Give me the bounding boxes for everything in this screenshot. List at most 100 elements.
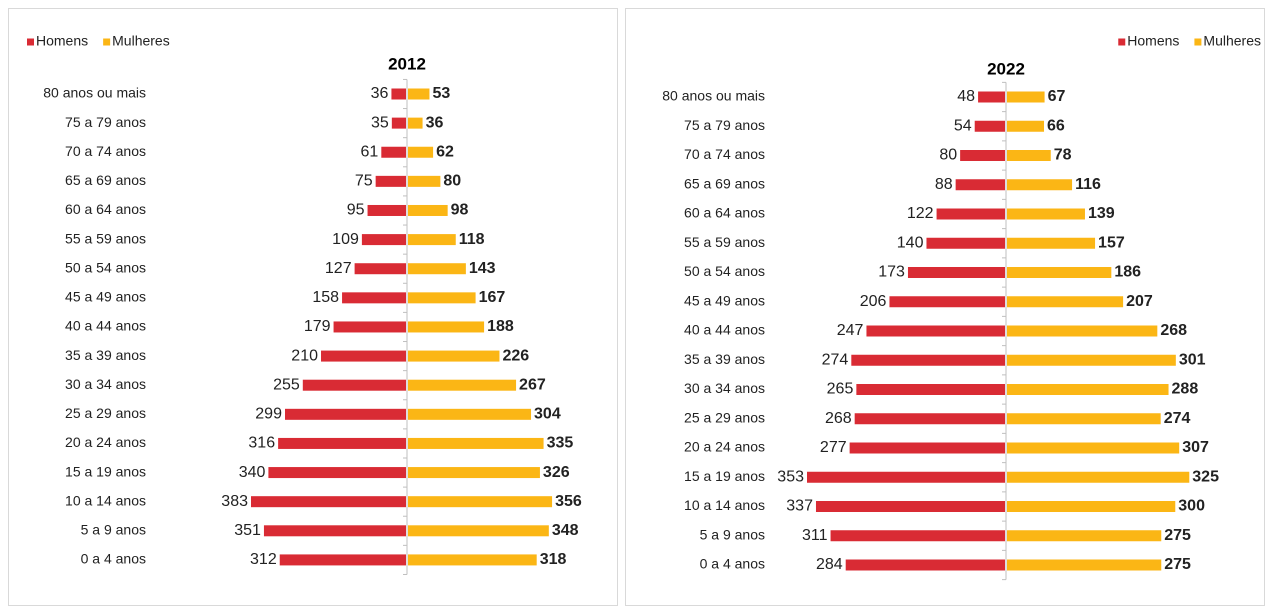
- category-label: 55 a 59 anos: [684, 234, 765, 250]
- bar: [333, 321, 406, 333]
- value-label: 54: [954, 117, 972, 134]
- bar: [408, 437, 544, 449]
- category-label: 60 a 64 anos: [65, 201, 146, 217]
- value-label: 167: [479, 289, 506, 306]
- bar: [408, 496, 553, 508]
- bar: [408, 379, 517, 391]
- bar: [830, 530, 1005, 542]
- legend-marker: [103, 38, 111, 46]
- value-label: 173: [878, 264, 905, 281]
- bar: [321, 350, 406, 362]
- panel: [8, 8, 618, 606]
- category-label: 15 a 19 anos: [684, 468, 765, 484]
- bar: [408, 88, 430, 100]
- value-label: 318: [540, 551, 567, 568]
- bar: [807, 471, 1005, 483]
- legend-marker: [27, 38, 34, 46]
- value-label: 268: [825, 410, 852, 427]
- category-label: 60 a 64 anos: [684, 205, 765, 221]
- bar: [408, 525, 549, 537]
- bar: [856, 384, 1005, 395]
- value-label: 288: [1172, 381, 1199, 398]
- value-label: 206: [860, 293, 887, 310]
- bar: [408, 234, 456, 246]
- value-label: 158: [312, 289, 339, 306]
- value-label: 139: [1088, 205, 1115, 222]
- category-label: 45 a 49 anos: [65, 289, 146, 305]
- value-label: 53: [432, 85, 450, 102]
- category-label: 65 a 69 anos: [65, 172, 146, 188]
- bar: [1007, 179, 1073, 191]
- bar: [936, 208, 1005, 220]
- category-label: 50 a 54 anos: [65, 259, 146, 275]
- bar: [408, 554, 537, 566]
- bar: [278, 437, 406, 449]
- category-label: 80 anos ou mais: [43, 85, 146, 101]
- bar: [408, 467, 540, 479]
- category-label: 30 a 34 anos: [65, 376, 146, 392]
- legend-marker: [1194, 38, 1202, 46]
- category-label: 0 a 4 anos: [700, 556, 765, 572]
- value-label: 61: [361, 143, 379, 160]
- category-label: 80 anos ou mais: [662, 88, 765, 104]
- chart-title: 2022: [987, 59, 1025, 78]
- bar: [408, 292, 476, 304]
- bar: [845, 559, 1005, 571]
- bar: [960, 150, 1005, 161]
- bar: [391, 88, 406, 100]
- value-label: 98: [451, 202, 469, 219]
- value-label: 157: [1098, 234, 1125, 251]
- legend-marker: [1118, 38, 1126, 46]
- value-label: 188: [487, 318, 514, 335]
- bar: [251, 496, 406, 508]
- bar: [955, 179, 1005, 191]
- value-label: 299: [255, 406, 282, 423]
- bar: [907, 267, 1005, 278]
- bar: [284, 408, 406, 420]
- bar: [1007, 267, 1112, 278]
- value-label: 301: [1179, 351, 1206, 368]
- value-label: 274: [822, 351, 849, 368]
- value-label: 67: [1048, 88, 1066, 105]
- bar: [408, 117, 423, 129]
- bar: [1007, 120, 1045, 132]
- value-label: 277: [820, 439, 847, 456]
- category-label: 70 a 74 anos: [684, 146, 765, 162]
- bar: [1007, 208, 1085, 220]
- category-label: 75 a 79 anos: [684, 117, 765, 133]
- bar: [367, 204, 406, 216]
- bar: [1007, 413, 1161, 425]
- value-label: 210: [291, 347, 318, 364]
- value-label: 348: [552, 522, 579, 539]
- value-label: 88: [935, 176, 953, 193]
- category-label: 30 a 34 anos: [684, 380, 765, 396]
- value-label: 284: [816, 556, 843, 573]
- bar: [263, 525, 406, 537]
- category-label: 75 a 79 anos: [65, 114, 146, 130]
- value-label: 356: [555, 493, 582, 510]
- bar: [974, 120, 1005, 132]
- value-label: 62: [436, 143, 454, 160]
- value-label: 226: [502, 347, 529, 364]
- bar: [354, 263, 406, 275]
- category-label: 45 a 49 anos: [684, 292, 765, 308]
- value-label: 179: [304, 318, 331, 335]
- value-label: 255: [273, 376, 300, 393]
- bar: [391, 117, 406, 129]
- bar: [268, 467, 406, 479]
- category-label: 55 a 59 anos: [65, 230, 146, 246]
- value-label: 48: [957, 88, 975, 105]
- value-label: 267: [519, 376, 546, 393]
- value-label: 312: [250, 551, 277, 568]
- category-label: 10 a 14 anos: [65, 492, 146, 508]
- value-label: 304: [534, 406, 561, 423]
- bar: [408, 175, 441, 187]
- bar: [342, 292, 406, 304]
- category-label: 70 a 74 anos: [65, 143, 146, 159]
- legend-label: Mulheres: [1203, 33, 1261, 49]
- bar: [408, 146, 434, 158]
- category-label: 50 a 54 anos: [684, 263, 765, 279]
- bar: [866, 325, 1005, 337]
- value-label: 186: [1114, 264, 1141, 281]
- bar: [1007, 530, 1162, 542]
